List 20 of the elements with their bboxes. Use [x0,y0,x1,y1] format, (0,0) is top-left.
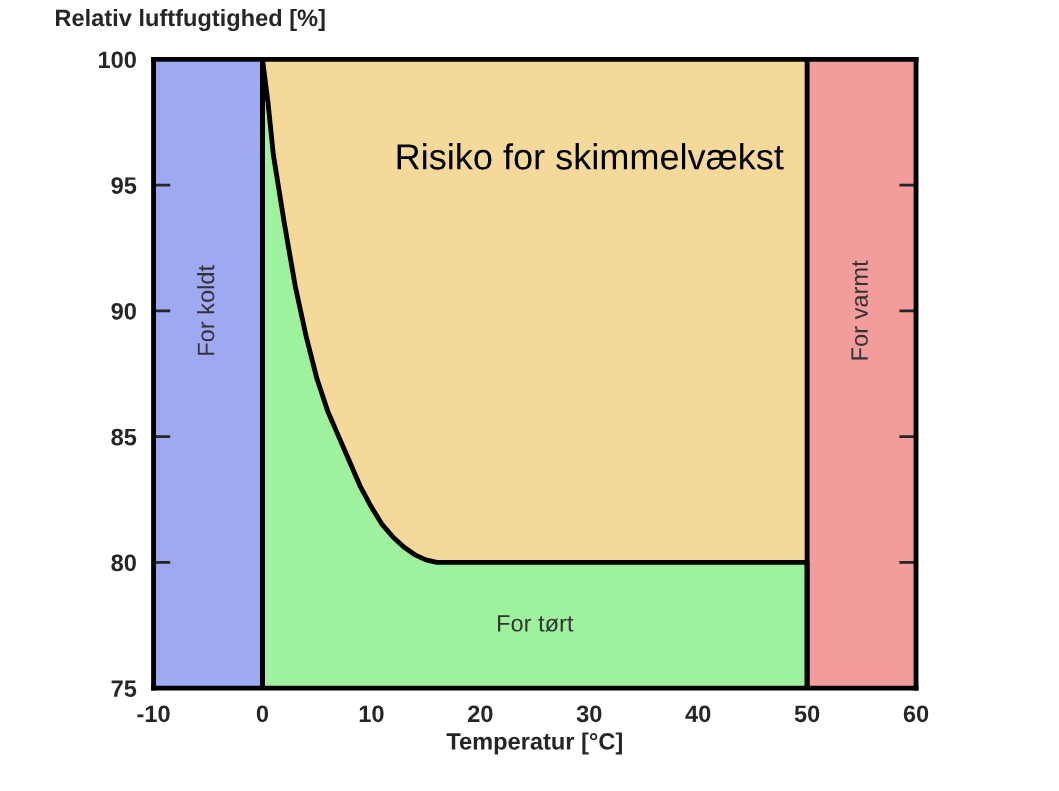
y-tick-label: 75 [111,680,137,697]
band-label: Risiko for skimmelvækst [397,143,784,170]
y-tick-label: 90 [111,302,136,320]
x-axis-title: Temperatur [°C] [446,732,622,755]
x-tick-label: 20 [468,705,493,723]
x-tick-label: 60 [903,705,929,723]
x-tick-label: 50 [794,705,820,723]
y-tick-label: 100 [98,51,136,69]
y-tick-label: 80 [111,554,136,572]
y-tick-label: 85 [111,428,137,446]
y-axis-title: Relativ luftfugtighed [%] [56,8,325,32]
band-label: For varmt [851,260,868,360]
x-tick-label: -10 [137,705,170,723]
band-label: For koldt [197,265,215,355]
y-tick-label: 95 [111,177,137,194]
x-tick-label: 30 [576,705,602,723]
x-tick-label: 40 [685,705,711,723]
series-label: For tørt [498,615,574,632]
x-tick-label: 10 [359,705,384,723]
x-tick-label: 0 [256,705,269,723]
